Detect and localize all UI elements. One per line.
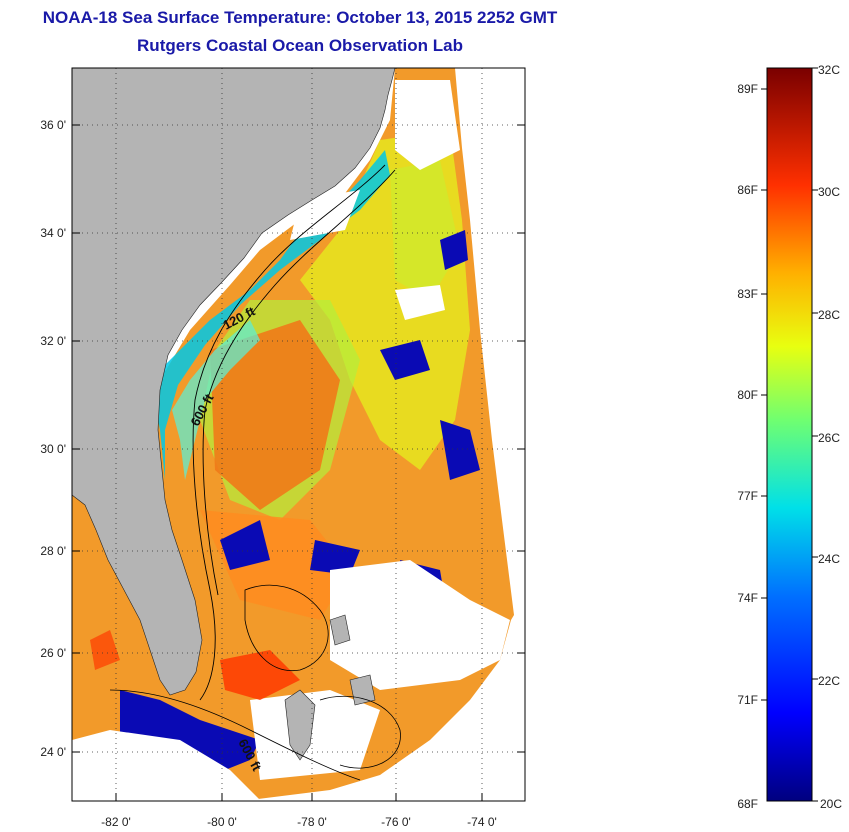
lon-label: -76 0': [381, 815, 411, 829]
map-panel: 120 ft 600 ft 600 ft: [72, 68, 525, 801]
lat-label: 30 0': [40, 442, 66, 456]
lat-label: 28 0': [40, 544, 66, 558]
map-ticks: [72, 124, 525, 801]
colorbar-label-c: 26C: [818, 431, 840, 445]
colorbar-label-c: 32C: [818, 63, 840, 77]
colorbar-label-f: 74F: [737, 591, 758, 605]
lat-label: 34 0': [40, 226, 66, 240]
colorbar-label-f: 89F: [737, 82, 758, 96]
longitude-labels: -82 0' -80 0' -78 0' -76 0' -74 0': [101, 815, 497, 829]
map-frame: [71, 67, 526, 802]
lat-label: 32 0': [40, 334, 66, 348]
lon-label: -80 0': [207, 815, 237, 829]
colorbar-label-f: 83F: [737, 287, 758, 301]
lon-label: -78 0': [297, 815, 327, 829]
map-subtitle: Rutgers Coastal Ocean Observation Lab: [137, 36, 463, 55]
colorbar-label-c: 20C: [820, 797, 842, 811]
lon-label: -74 0': [467, 815, 497, 829]
lat-label: 24 0': [40, 745, 66, 759]
colorbar-ramp: [766, 67, 813, 802]
map-title: NOAA-18 Sea Surface Temperature: October…: [42, 8, 558, 27]
colorbar-label-c: 28C: [818, 308, 840, 322]
land-mass: [72, 68, 396, 696]
colorbar-label-f: 80F: [737, 388, 758, 402]
colorbar-label-c: 30C: [818, 185, 840, 199]
lon-label: -82 0': [101, 815, 131, 829]
colorbar-label-c: 22C: [818, 674, 840, 688]
colorbar-label-f: 71F: [737, 693, 758, 707]
latitude-labels: 36 0' 34 0' 32 0' 30 0' 28 0' 26 0' 24 0…: [40, 118, 66, 759]
colorbar-label-f: 86F: [737, 183, 758, 197]
temperature-colorbar: 32C 30C 28C 26C 24C 22C 20C 89F 86F 83F …: [737, 63, 842, 811]
colorbar-label-f: 68F: [737, 797, 758, 811]
colorbar-label-f: 77F: [737, 489, 758, 503]
lat-label: 26 0': [40, 646, 66, 660]
colorbar-label-c: 24C: [818, 552, 840, 566]
lat-label: 36 0': [40, 118, 66, 132]
